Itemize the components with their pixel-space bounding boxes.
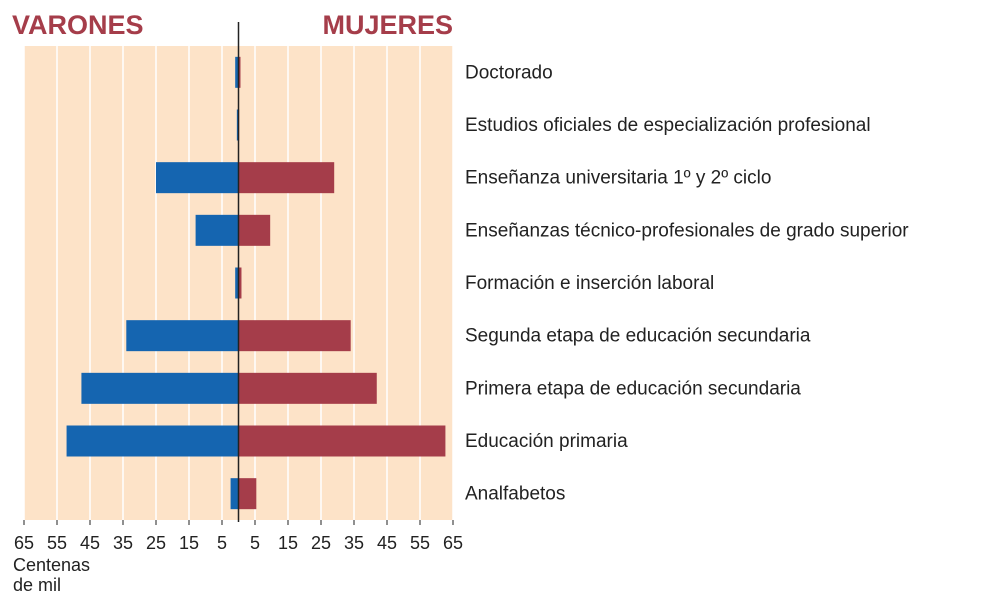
x-tick-label: 15 (278, 533, 298, 553)
bar (235, 267, 239, 299)
bar (156, 162, 239, 194)
x-tick-label: 55 (410, 533, 430, 553)
category-label: Segunda etapa de educación secundaria (465, 326, 811, 347)
bar (230, 478, 239, 510)
category-label: Educación primaria (465, 431, 628, 452)
bar (238, 478, 257, 510)
bar (238, 425, 446, 457)
category-label: Enseñanzas técnico-profesionales de grad… (465, 220, 909, 241)
bar (238, 320, 351, 352)
x-tick-label: 45 (80, 533, 100, 553)
bar (81, 372, 239, 404)
legend-label: MUJERES (322, 10, 453, 40)
bar (238, 162, 335, 194)
category-label: Formación e inserción laboral (465, 273, 714, 294)
x-tick-label: 5 (250, 533, 260, 553)
category-label: Estudios oficiales de especialización pr… (465, 115, 871, 136)
x-tick-label: 65 (443, 533, 463, 553)
bar (238, 267, 242, 299)
legend-label: VARONES (12, 10, 144, 40)
x-tick-label: 15 (179, 533, 199, 553)
x-tick-label: 35 (344, 533, 364, 553)
x-tick-label: 35 (113, 533, 133, 553)
bar (66, 425, 239, 457)
x-tick-label: 5 (217, 533, 227, 553)
bar (236, 109, 239, 141)
x-tick-label: 45 (377, 533, 397, 553)
category-label: Doctorado (465, 62, 553, 83)
category-label: Enseñanza universitaria 1º y 2º ciclo (465, 168, 771, 189)
bar (195, 214, 239, 246)
category-label: Analfabetos (465, 484, 565, 505)
x-tick-label: 65 (14, 533, 34, 553)
bar (126, 320, 239, 352)
bar (235, 56, 239, 88)
bar (238, 214, 271, 246)
x-tick-label: 25 (146, 533, 166, 553)
x-tick-label: 25 (311, 533, 331, 553)
bar (238, 372, 377, 404)
x-axis-label: Centenas de mil (13, 555, 91, 595)
x-tick-label: 55 (47, 533, 67, 553)
bar (238, 56, 241, 88)
category-label: Primera etapa de educación secundaria (465, 378, 801, 399)
